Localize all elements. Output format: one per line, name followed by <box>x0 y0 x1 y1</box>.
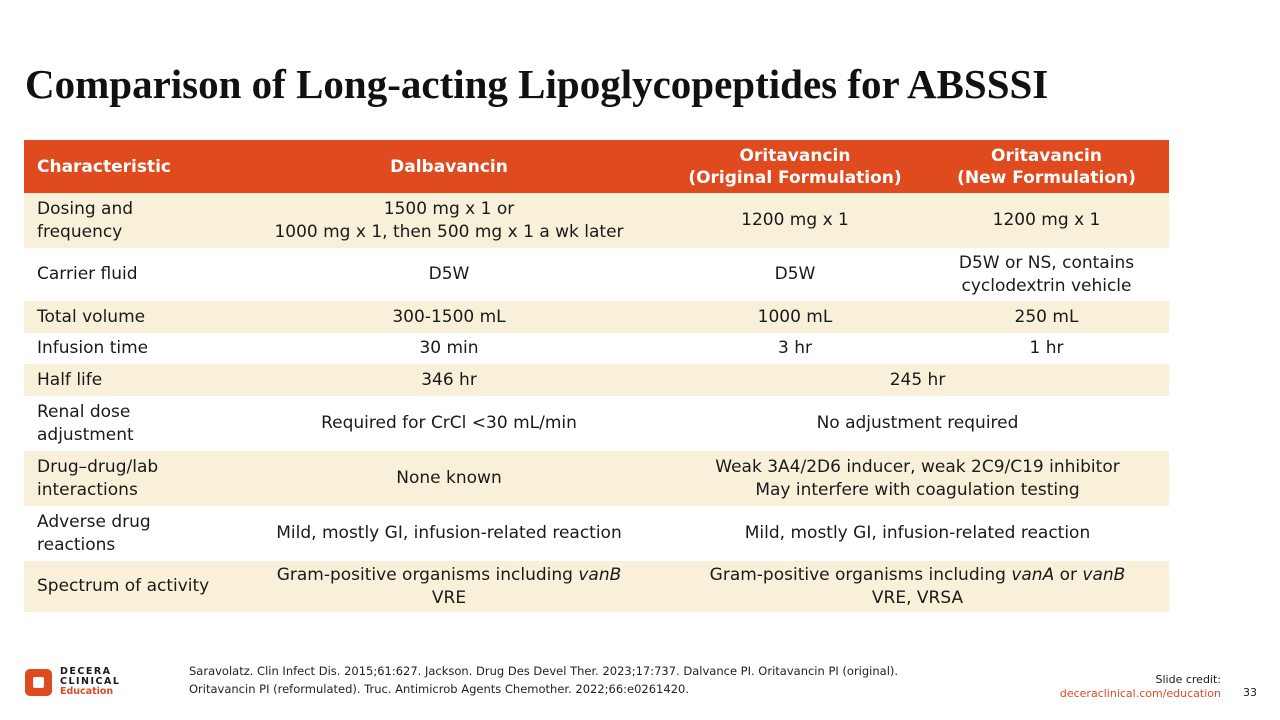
header-oritavancin-original: Oritavancin (Original Formulation) <box>666 140 924 193</box>
cell: Gram-positive organisms including vanA o… <box>666 561 1169 612</box>
table-row: Infusion time 30 min 3 hr 1 hr <box>24 333 1169 364</box>
row-label: Renal dose adjustment <box>24 396 232 451</box>
table-row: Renal dose adjustment Required for CrCl … <box>24 396 1169 451</box>
table-row: Dosing and frequency 1500 mg x 1 or 1000… <box>24 193 1169 248</box>
row-label: Dosing and frequency <box>24 193 232 248</box>
row-label: Spectrum of activity <box>24 561 232 612</box>
table-row: Drug–drug/lab interactions None known We… <box>24 451 1169 506</box>
cell: Gram-positive organisms including vanB VR… <box>232 561 666 612</box>
table-row: Adverse drug reactions Mild, mostly GI, … <box>24 506 1169 561</box>
table-row: Carrier fluid D5W D5W D5W or NS, contain… <box>24 248 1169 301</box>
table-row: Total volume 300-1500 mL 1000 mL 250 mL <box>24 301 1169 333</box>
cell: 1200 mg x 1 <box>666 193 924 248</box>
cell: 250 mL <box>924 301 1169 333</box>
logo-text: DECERA <box>60 666 112 677</box>
references: Saravolatz. Clin Infect Dis. 2015;61:627… <box>189 662 898 698</box>
row-label: Half life <box>24 364 232 396</box>
credit-label: Slide credit: <box>1155 673 1222 686</box>
text: Gram-positive organisms including <box>276 564 579 585</box>
table-row: Spectrum of activity Gram-positive organ… <box>24 561 1169 612</box>
text: Gram-positive organisms including <box>709 564 1012 585</box>
logo-text: CLINICAL <box>60 676 121 687</box>
page-number: 33 <box>1243 686 1257 699</box>
reference-line: Oritavancin PI (reformulated). Truc. Ant… <box>189 682 689 696</box>
row-label: Total volume <box>24 301 232 333</box>
comparison-table: Characteristic Dalbavancin Oritavancin (… <box>24 140 1169 612</box>
cell: Mild, mostly GI, infusion-related reacti… <box>232 506 666 561</box>
cell: Required for CrCl <30 mL/min <box>232 396 666 451</box>
decera-logo: DECERA CLINICAL Education <box>25 667 120 697</box>
text: vanA <box>1011 564 1055 585</box>
cell: Mild, mostly GI, infusion-related reacti… <box>666 506 1169 561</box>
cell: 30 min <box>232 333 666 364</box>
cell: 1200 mg x 1 <box>924 193 1169 248</box>
cell: 346 hr <box>232 364 666 396</box>
cell: Weak 3A4/2D6 inducer, weak 2C9/C19 inhib… <box>666 451 1169 506</box>
text: VRE <box>431 587 467 608</box>
table-header-row: Characteristic Dalbavancin Oritavancin (… <box>24 140 1169 193</box>
row-label: Carrier fluid <box>24 248 232 301</box>
reference-line: Saravolatz. Clin Infect Dis. 2015;61:627… <box>189 664 899 678</box>
header-dalbavancin: Dalbavancin <box>232 140 666 193</box>
text: VRE, VRSA <box>871 587 964 608</box>
logo-mark-icon <box>25 668 52 696</box>
header-characteristic: Characteristic <box>24 140 232 193</box>
cell: None known <box>232 451 666 506</box>
cell: 245 hr <box>666 364 1169 396</box>
text: vanB <box>1082 564 1126 585</box>
cell: D5W <box>666 248 924 301</box>
cell: 3 hr <box>666 333 924 364</box>
cell: 300-1500 mL <box>232 301 666 333</box>
slide-credit: Slide credit: deceraclinical.com/educati… <box>1060 673 1221 701</box>
cell: No adjustment required <box>666 396 1169 451</box>
text: vanB <box>578 564 622 585</box>
cell: 1000 mL <box>666 301 924 333</box>
cell: 1 hr <box>924 333 1169 364</box>
cell: D5W or NS, contains cyclodextrin vehicle <box>924 248 1169 301</box>
cell: 1500 mg x 1 or 1000 mg x 1, then 500 mg … <box>232 193 666 248</box>
row-label: Adverse drug reactions <box>24 506 232 561</box>
cell: D5W <box>232 248 666 301</box>
row-label: Infusion time <box>24 333 232 364</box>
slide-title: Comparison of Long-acting Lipoglycopepti… <box>25 61 1049 107</box>
logo-text: Education <box>60 686 114 697</box>
header-oritavancin-new: Oritavancin (New Formulation) <box>924 140 1169 193</box>
row-label: Drug–drug/lab interactions <box>24 451 232 506</box>
table-row: Half life 346 hr 245 hr <box>24 364 1169 396</box>
credit-link[interactable]: deceraclinical.com/education <box>1059 687 1221 700</box>
text: or <box>1054 564 1083 585</box>
